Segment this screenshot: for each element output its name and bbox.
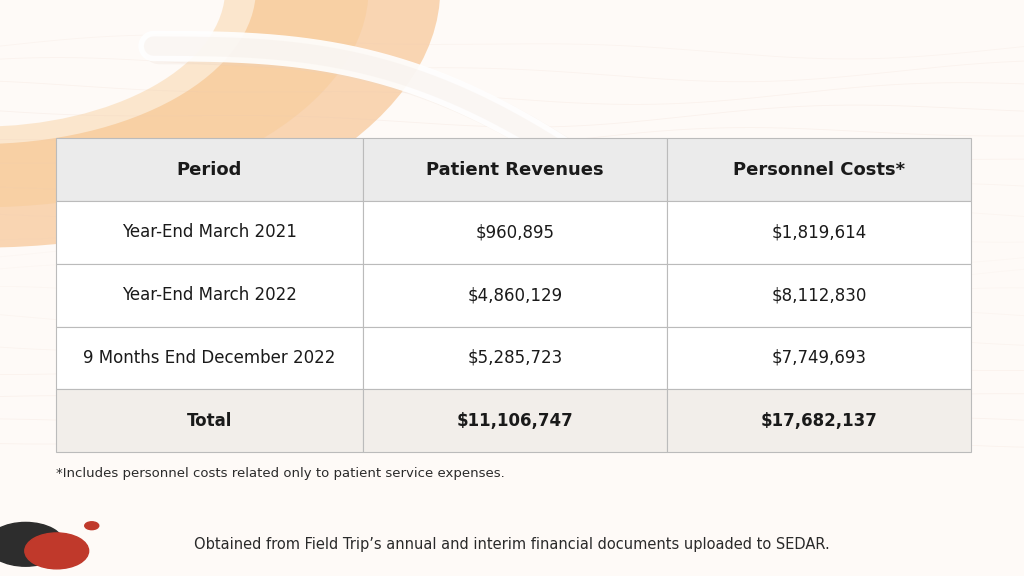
Bar <box>56 201 362 264</box>
Text: $7,749,693: $7,749,693 <box>771 349 866 367</box>
Bar <box>668 389 971 452</box>
Text: Total: Total <box>186 412 232 430</box>
Bar <box>56 389 362 452</box>
Bar <box>362 389 668 452</box>
Wedge shape <box>0 0 440 248</box>
Bar <box>668 201 971 264</box>
Text: Year-End March 2022: Year-End March 2022 <box>122 286 297 304</box>
Text: Period: Period <box>177 161 242 179</box>
Circle shape <box>0 522 65 566</box>
Bar <box>668 264 971 327</box>
Text: 9 Months End December 2022: 9 Months End December 2022 <box>83 349 336 367</box>
Circle shape <box>660 216 753 268</box>
Bar <box>668 327 971 389</box>
Text: Personnel Costs*: Personnel Costs* <box>733 161 905 179</box>
Bar <box>362 201 668 264</box>
Bar <box>56 264 362 327</box>
Text: *Includes personnel costs related only to patient service expenses.: *Includes personnel costs related only t… <box>56 467 505 480</box>
Wedge shape <box>0 0 369 207</box>
Text: Patient Revenues: Patient Revenues <box>426 161 604 179</box>
Text: $960,895: $960,895 <box>475 223 554 241</box>
Bar <box>668 138 971 201</box>
Circle shape <box>25 533 89 569</box>
Bar <box>56 138 362 201</box>
Bar <box>362 327 668 389</box>
Text: $4,860,129: $4,860,129 <box>467 286 562 304</box>
Text: Obtained from Field Trip’s annual and interim financial documents uploaded to SE: Obtained from Field Trip’s annual and in… <box>195 537 829 552</box>
Bar <box>56 327 362 389</box>
Bar <box>362 264 668 327</box>
Text: $11,106,747: $11,106,747 <box>457 412 573 430</box>
Text: $5,285,723: $5,285,723 <box>467 349 562 367</box>
Circle shape <box>85 522 98 530</box>
Bar <box>362 138 668 201</box>
Text: $17,682,137: $17,682,137 <box>761 412 878 430</box>
Text: Year-End March 2021: Year-End March 2021 <box>122 223 297 241</box>
Text: $1,819,614: $1,819,614 <box>771 223 866 241</box>
Text: $8,112,830: $8,112,830 <box>771 286 866 304</box>
Circle shape <box>671 222 742 262</box>
